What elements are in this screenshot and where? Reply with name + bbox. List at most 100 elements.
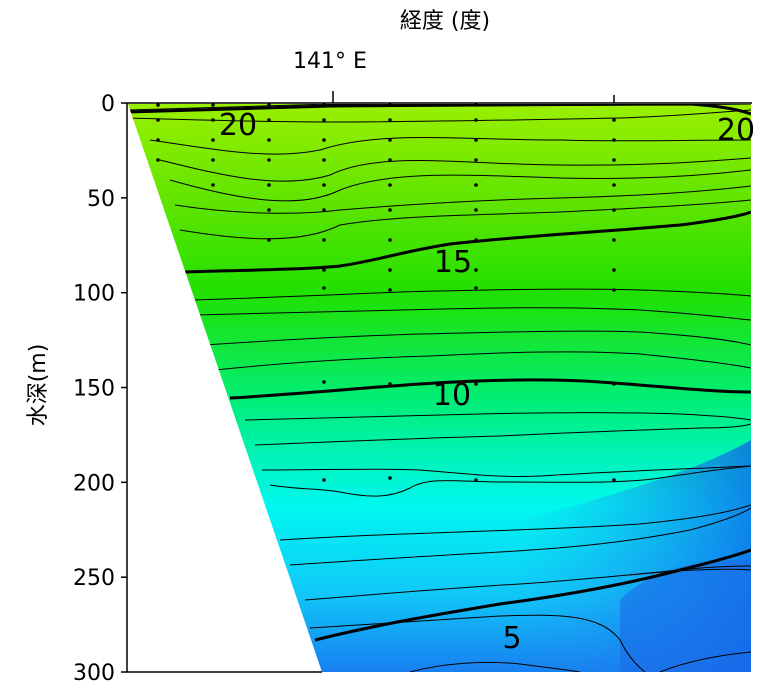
y-tick-label: 250 bbox=[73, 566, 115, 591]
station-marker bbox=[388, 382, 392, 386]
contour-line bbox=[279, 504, 751, 541]
contour-line bbox=[179, 199, 751, 240]
station-marker bbox=[388, 268, 392, 272]
station-marker bbox=[211, 138, 215, 142]
contour-line bbox=[261, 465, 751, 478]
contour-line bbox=[629, 568, 751, 576]
station-marker bbox=[322, 138, 326, 142]
station-marker bbox=[474, 138, 478, 142]
station-marker bbox=[267, 183, 271, 187]
station-marker bbox=[388, 288, 392, 292]
station-marker bbox=[322, 286, 326, 290]
y-tick-label: 300 bbox=[73, 661, 115, 684]
station-marker bbox=[612, 138, 616, 142]
station-marker bbox=[612, 183, 616, 187]
station-marker bbox=[322, 478, 326, 482]
y-tick-label: 100 bbox=[73, 282, 115, 307]
station-marker bbox=[322, 208, 326, 212]
station-marker bbox=[388, 238, 392, 242]
contour-line bbox=[254, 423, 751, 446]
top-ticks bbox=[332, 91, 615, 103]
y-tick-label: 0 bbox=[101, 92, 115, 117]
y-tick-label: 150 bbox=[73, 377, 115, 402]
station-marker bbox=[322, 380, 326, 384]
station-marker bbox=[612, 158, 616, 162]
contour-label: 10 bbox=[433, 378, 471, 413]
station-marker bbox=[474, 118, 478, 122]
station-marker bbox=[388, 158, 392, 162]
contour-line bbox=[244, 412, 751, 421]
station-marker bbox=[267, 208, 271, 212]
station-marker bbox=[322, 118, 326, 122]
station-marker bbox=[388, 103, 392, 107]
contour-line bbox=[214, 351, 751, 371]
station-marker bbox=[474, 268, 478, 272]
station-marker bbox=[322, 183, 326, 187]
station-marker bbox=[322, 158, 326, 162]
contour-line bbox=[194, 307, 751, 321]
contour-line-bold bbox=[314, 548, 751, 642]
contour-line-bold bbox=[184, 210, 751, 274]
contour-line bbox=[189, 288, 751, 301]
chart-title: 経度 (度) bbox=[400, 9, 490, 34]
station-marker bbox=[612, 268, 616, 272]
contour-line bbox=[269, 465, 751, 497]
y-ticks: 0 50 100 150 200 250 300 bbox=[73, 92, 127, 684]
station-marker bbox=[474, 183, 478, 187]
station-markers bbox=[156, 103, 616, 482]
station-marker bbox=[474, 238, 478, 242]
top-axis-label: 141° E bbox=[293, 49, 367, 74]
contour-label: 5 bbox=[502, 621, 521, 656]
station-marker bbox=[156, 103, 160, 107]
station-marker bbox=[267, 238, 271, 242]
station-marker bbox=[474, 382, 478, 386]
station-marker bbox=[211, 118, 215, 122]
y-axis-label: 水深(m) bbox=[26, 344, 51, 427]
contour-lines bbox=[128, 104, 751, 672]
contour-line bbox=[149, 137, 751, 155]
station-marker bbox=[474, 103, 478, 107]
contour-line bbox=[204, 330, 751, 346]
contour-labels: 20 20 15 10 5 bbox=[219, 108, 755, 656]
station-marker bbox=[156, 138, 160, 142]
station-marker bbox=[612, 382, 616, 386]
station-marker bbox=[612, 288, 616, 292]
station-marker bbox=[474, 158, 478, 162]
station-marker bbox=[612, 238, 616, 242]
contour-line-bold bbox=[229, 378, 751, 400]
station-marker bbox=[322, 103, 326, 107]
station-marker bbox=[388, 476, 392, 480]
station-marker bbox=[388, 183, 392, 187]
station-marker bbox=[211, 183, 215, 187]
contour-line bbox=[128, 109, 751, 123]
contour-line bbox=[659, 651, 751, 672]
contour-line bbox=[174, 185, 751, 214]
station-marker bbox=[388, 138, 392, 142]
station-marker bbox=[211, 158, 215, 162]
station-marker bbox=[322, 268, 326, 272]
station-marker bbox=[267, 138, 271, 142]
station-marker bbox=[156, 118, 160, 122]
contour-line bbox=[159, 157, 751, 182]
contour-line bbox=[409, 661, 581, 672]
station-marker bbox=[267, 103, 271, 107]
y-tick-label: 50 bbox=[87, 187, 115, 212]
station-marker bbox=[474, 286, 478, 290]
y-tick-label: 200 bbox=[73, 471, 115, 496]
contour-label: 20 bbox=[219, 108, 257, 143]
station-marker bbox=[388, 118, 392, 122]
contour-line bbox=[304, 565, 751, 601]
station-marker bbox=[267, 118, 271, 122]
station-marker bbox=[322, 238, 326, 242]
contour-line-bold bbox=[128, 104, 751, 116]
station-marker bbox=[474, 208, 478, 212]
station-marker bbox=[211, 103, 215, 107]
station-marker bbox=[267, 158, 271, 162]
station-marker bbox=[156, 158, 160, 162]
station-marker bbox=[388, 208, 392, 212]
station-marker bbox=[474, 478, 478, 482]
contour-label: 15 bbox=[434, 245, 472, 280]
station-marker bbox=[612, 478, 616, 482]
station-marker bbox=[612, 118, 616, 122]
